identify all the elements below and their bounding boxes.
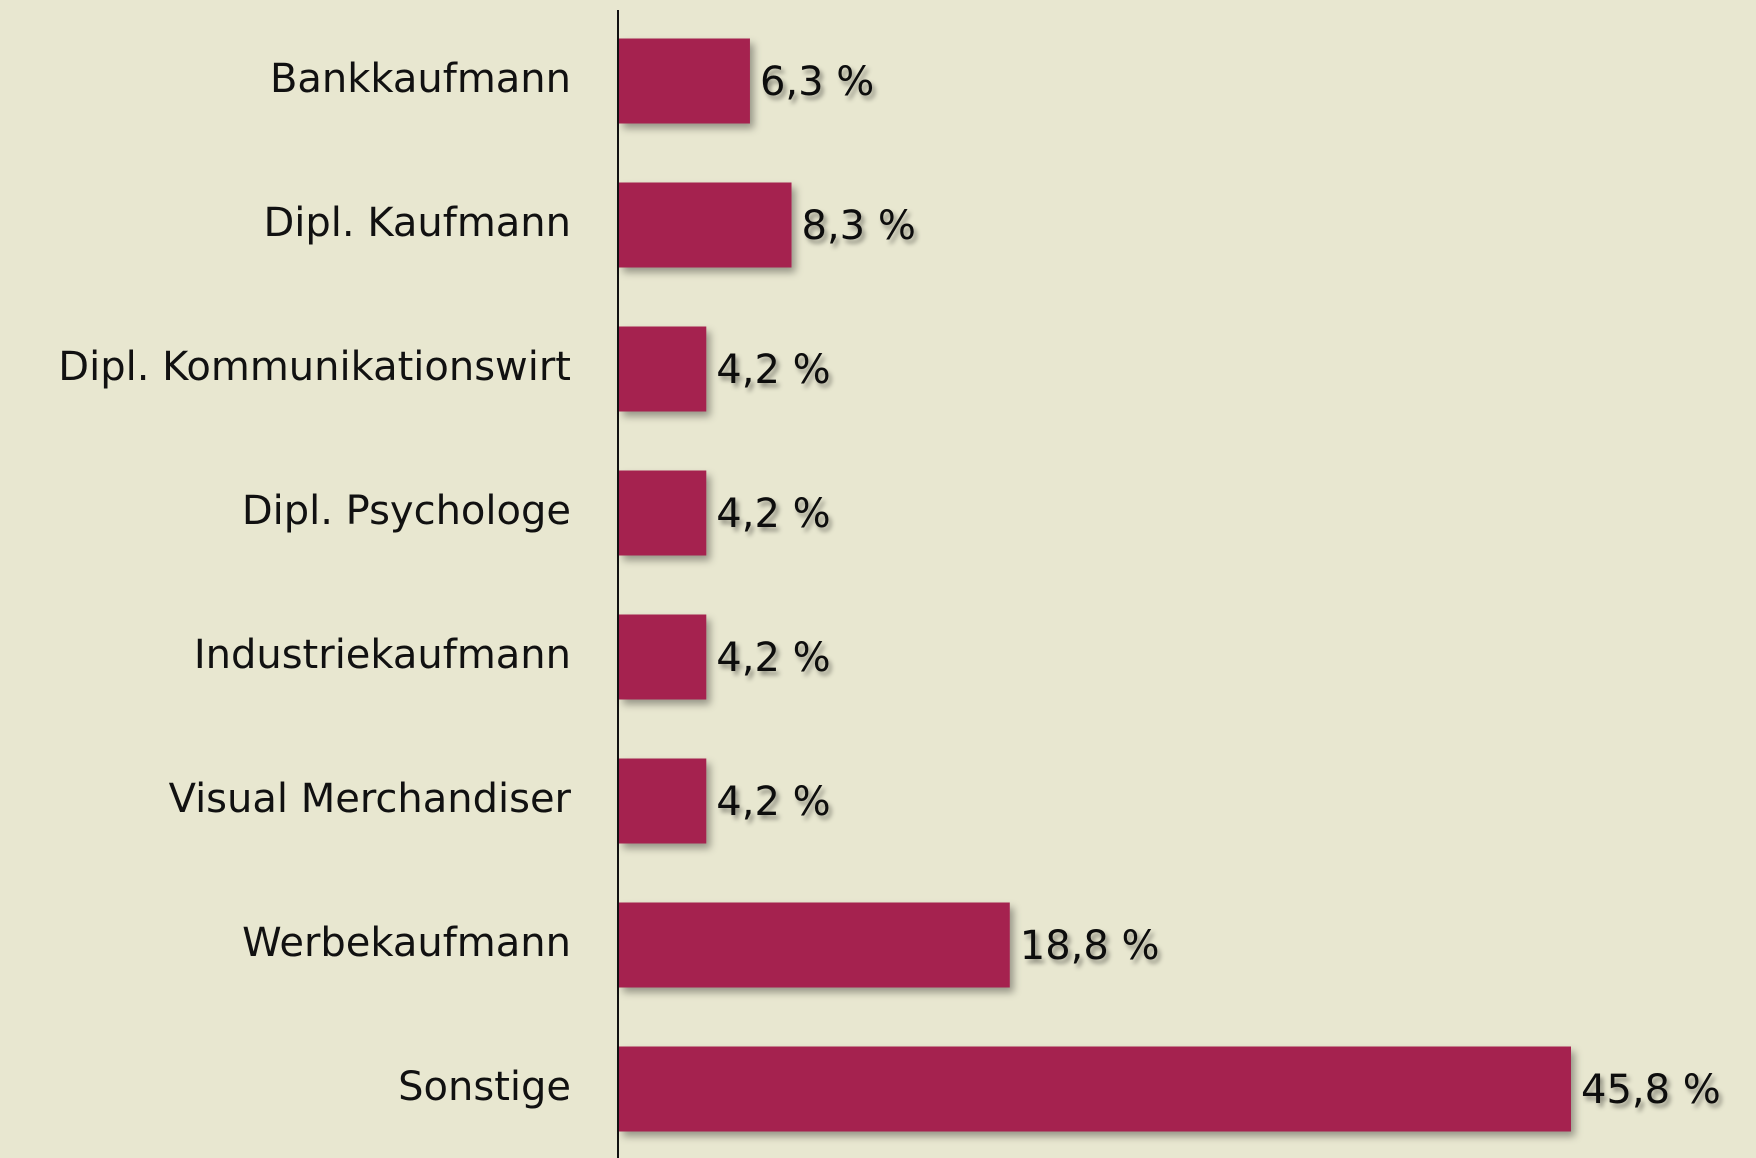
bar [619,38,750,124]
bar [619,326,707,412]
value-label: 8,3 % [802,203,916,249]
bar [619,902,1010,988]
category-label: Dipl. Kaufmann [264,200,572,246]
category-label: Werbekaufmann [242,920,571,966]
value-label: 4,2 % [716,347,830,393]
category-label: Dipl. Kommunikationswirt [58,344,571,390]
bar [619,182,792,268]
value-label: 4,2 % [716,491,830,537]
bar [619,614,707,700]
category-label: Bankkaufmann [270,56,571,102]
value-label: 4,2 % [716,779,830,825]
category-label: Industriekaufmann [194,632,571,678]
category-label: Sonstige [398,1064,571,1110]
bar [619,1046,1571,1132]
value-label: 18,8 % [1020,923,1160,969]
value-label: 6,3 % [760,59,874,105]
value-label: 45,8 % [1581,1067,1721,1113]
bar [619,758,707,844]
bar [619,470,707,556]
value-label: 4,2 % [716,635,830,681]
category-label: Visual Merchandiser [169,776,572,822]
category-label: Dipl. Psychologe [242,488,571,534]
